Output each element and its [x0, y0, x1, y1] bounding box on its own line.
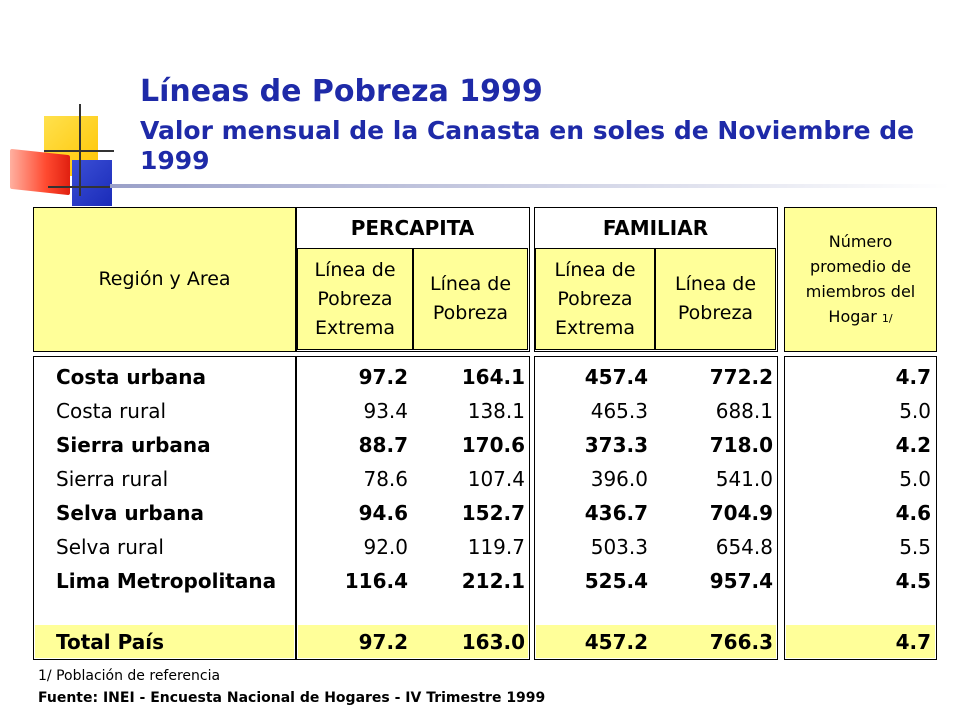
pc-pobreza-line1: Línea de [429, 273, 512, 295]
fam-pobreza-cell: 541.0 [715, 467, 773, 491]
header-percapita: PERCAPITA [350, 215, 475, 240]
fam-pobreza-cell: 718.0 [709, 433, 773, 457]
page-subtitle: Valor mensual de la Canasta en soles de … [140, 116, 915, 175]
page-title: Líneas de Pobreza 1999 [140, 74, 543, 109]
miembros-line1: Número [828, 231, 893, 251]
region-cell: Costa urbana [56, 365, 206, 389]
total-band-percapita [298, 625, 528, 658]
fam-extrema-line2: Pobreza [557, 287, 633, 310]
pc-pobreza-cell: 163.0 [461, 630, 525, 654]
header-pc-pobreza: Línea de Pobreza [413, 248, 528, 350]
logo-horizontal-line [48, 186, 112, 188]
header-fam-pobreza: Línea de Pobreza [655, 248, 776, 350]
body-familiar-column [534, 356, 778, 660]
miembros-cell: 5.0 [899, 467, 931, 491]
fam-pobreza-cell: 688.1 [715, 399, 773, 423]
header-region-area-label: Región y Area [98, 268, 231, 290]
pc-extrema-line2: Pobreza [317, 287, 393, 310]
pc-extrema-cell: 97.2 [358, 365, 408, 389]
miembros-cell: 5.5 [899, 535, 931, 559]
fam-extrema-cell: 373.3 [584, 433, 648, 457]
fam-extrema-line1: Línea de [554, 258, 636, 281]
table-row: Sierra urbana 88.7 170.6 373.3 718.0 4.2 [0, 428, 960, 462]
title-underline [110, 184, 950, 188]
total-band-miembros [786, 625, 935, 658]
header-fam-extrema: Línea de Pobreza Extrema [535, 248, 655, 350]
header-familiar-group: FAMILIAR Línea de Pobreza Extrema Línea de… [534, 207, 778, 352]
table-row: Lima Metropolitana 116.4 212.1 525.4 957.4 4.… [0, 564, 960, 598]
fam-extrema-cell: 465.3 [590, 399, 648, 423]
table-row: Selva rural 92.0 119.7 503.3 654.8 5.5 [0, 530, 960, 564]
total-band-region [35, 625, 294, 658]
header-miembros: Número promedio de miembros del Hogar 1/ [784, 207, 937, 352]
pc-pobreza-cell: 152.7 [461, 501, 525, 525]
total-band-familiar [536, 625, 776, 658]
footnote-source: Fuente: INEI - Encuesta Nacional de Hoga… [38, 690, 546, 706]
table-row: Costa rural 93.4 138.1 465.3 688.1 5.0 [0, 394, 960, 428]
fam-extrema-cell: 436.7 [584, 501, 648, 525]
header-familiar: FAMILIAR [602, 215, 709, 240]
fam-pobreza-cell: 957.4 [709, 569, 773, 593]
fam-extrema-cell: 503.3 [590, 535, 648, 559]
region-cell: Selva urbana [56, 501, 204, 525]
miembros-line3: miembros del [805, 281, 916, 301]
pc-pobreza-cell: 119.7 [467, 535, 525, 559]
table-row: Sierra rural 78.6 107.4 396.0 541.0 5.0 [0, 462, 960, 496]
region-cell: Total País [56, 630, 164, 654]
pc-extrema-cell: 88.7 [358, 433, 408, 457]
pc-extrema-cell: 78.6 [363, 467, 408, 491]
pc-pobreza-cell: 212.1 [461, 569, 525, 593]
body-region-column [33, 356, 296, 660]
pc-pobreza-cell: 107.4 [467, 467, 525, 491]
fam-extrema-cell: 396.0 [590, 467, 648, 491]
pc-pobreza-cell: 164.1 [461, 365, 525, 389]
region-cell: Lima Metropolitana [56, 569, 277, 593]
fam-extrema-line3: Extrema [555, 316, 635, 339]
pc-extrema-cell: 93.4 [363, 399, 408, 423]
pc-extrema-cell: 116.4 [344, 569, 408, 593]
pc-pobreza-line2: Pobreza [432, 302, 509, 324]
miembros-cell: 5.0 [899, 399, 931, 423]
fam-pobreza-line2: Pobreza [677, 302, 754, 324]
fam-pobreza-cell: 704.9 [709, 501, 773, 525]
body-miembros-column [784, 356, 937, 660]
fam-extrema-cell: 457.2 [584, 630, 648, 654]
miembros-line2: promedio de [809, 256, 912, 276]
logo-blue-square [72, 160, 112, 206]
header-percapita-group: PERCAPITA Línea de Pobreza Extrema Línea d… [296, 207, 530, 352]
fam-extrema-cell: 457.4 [584, 365, 648, 389]
miembros-line4: Hogar [828, 306, 877, 326]
fam-pobreza-cell: 654.8 [715, 535, 773, 559]
pc-extrema-cell: 92.0 [363, 535, 408, 559]
region-cell: Sierra rural [56, 467, 169, 491]
pc-extrema-cell: 94.6 [358, 501, 408, 525]
table-row: Costa urbana 97.2 164.1 457.4 772.2 4.7 [0, 360, 960, 394]
header-region-area: Región y Area [33, 207, 296, 352]
miembros-footnote-ref: 1/ [881, 311, 893, 325]
pc-pobreza-cell: 138.1 [467, 399, 525, 423]
region-cell: Selva rural [56, 535, 164, 559]
footnote-reference: 1/ Población de referencia [38, 668, 221, 684]
total-row: Total País 97.2 163.0 457.2 766.3 4.7 [0, 625, 960, 659]
logo-horizontal-line [44, 150, 114, 152]
region-cell: Sierra urbana [56, 433, 211, 457]
fam-pobreza-line1: Línea de [674, 273, 757, 295]
pc-extrema-cell: 97.2 [358, 630, 408, 654]
pc-pobreza-cell: 170.6 [461, 433, 525, 457]
fam-extrema-cell: 525.4 [584, 569, 648, 593]
miembros-cell: 4.6 [895, 501, 931, 525]
miembros-cell: 4.5 [895, 569, 931, 593]
miembros-cell: 4.2 [895, 433, 931, 457]
fam-pobreza-cell: 772.2 [709, 365, 773, 389]
fam-pobreza-cell: 766.3 [709, 630, 773, 654]
table-row: Selva urbana 94.6 152.7 436.7 704.9 4.6 [0, 496, 960, 530]
body-percapita-column [296, 356, 530, 660]
header-pc-extrema: Línea de Pobreza Extrema [297, 248, 413, 350]
pc-extrema-line1: Línea de [314, 258, 396, 281]
miembros-cell: 4.7 [895, 365, 931, 389]
miembros-cell: 4.7 [895, 630, 931, 654]
pc-extrema-line3: Extrema [315, 316, 395, 339]
region-cell: Costa rural [56, 399, 167, 423]
